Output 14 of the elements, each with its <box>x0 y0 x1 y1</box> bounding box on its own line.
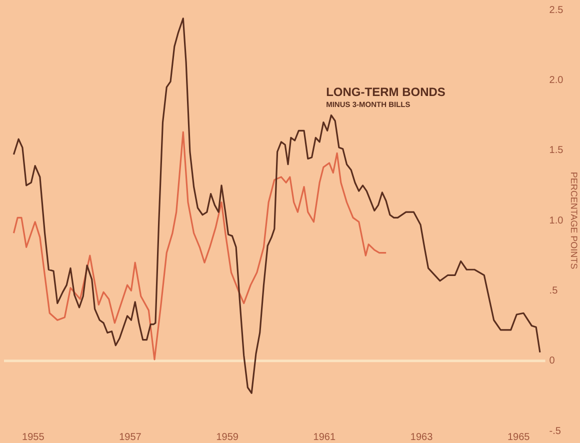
y-tick-label: 2.0 <box>549 74 564 86</box>
y-tick-label: 1.5 <box>549 145 564 156</box>
y-tick-label: 0 <box>549 356 556 367</box>
x-tick-label: 1963 <box>410 432 434 443</box>
x-tick-label: 1955 <box>22 432 45 443</box>
x-tick-label: 1957 <box>119 432 142 443</box>
y-tick-label: .5 <box>549 285 558 296</box>
x-tick-label: 1965 <box>507 432 530 443</box>
x-tick-label: 1959 <box>216 432 239 443</box>
x-tick-label: 1961 <box>313 432 336 443</box>
y-tick-label: 1.0 <box>549 215 564 226</box>
y-tick-label: -.5 <box>549 426 562 437</box>
y-tick-label: 2.5 <box>549 4 564 16</box>
y-axis-title: PERCENTAGE POINTS <box>569 172 580 270</box>
